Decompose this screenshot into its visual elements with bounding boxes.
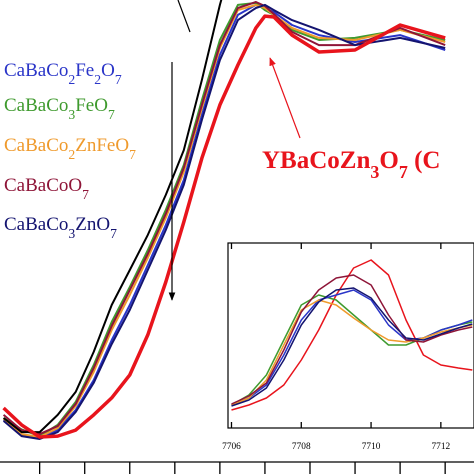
inset-axis: 7706 7708 7710 7712 [222, 243, 451, 452]
series-line [2, 0, 223, 434]
x-tick-label: 7706 [222, 442, 241, 452]
x-tick-label: 7710 [362, 442, 381, 452]
x-tick-label: 7712 [432, 442, 451, 452]
series-line [2, 1, 446, 436]
legend-entry: CaBaCo2ZnFeO7 [4, 135, 136, 162]
arrow [177, 0, 191, 33]
legend-entry: CaBaCo3FeO7 [4, 95, 115, 122]
main-plot [2, 0, 446, 440]
legend-entry: CaBaCo3ZnO7 [4, 214, 117, 241]
legend: CaBaCo2Fe2O7 CaBaCo3FeO7 CaBaCo2ZnFeO7 CaBa… [4, 60, 136, 241]
legend-entry: CaBaCo2Fe2O7 [4, 60, 122, 87]
inset-plot [231, 259, 473, 411]
series-line [231, 299, 473, 406]
series-line [231, 259, 473, 411]
series-line [2, 3, 446, 440]
series-line [2, 3, 446, 439]
series-line [231, 287, 473, 407]
series-line [2, 14, 446, 439]
series-line [3, 1, 446, 438]
series-line [231, 274, 473, 405]
legend-entry: CaBaCoO7 [4, 175, 89, 202]
arrow [269, 57, 301, 139]
x-tick-label: 7708 [292, 442, 311, 452]
annotation: YBaCoZn3O7 (C [262, 147, 440, 182]
series-line [231, 289, 473, 406]
